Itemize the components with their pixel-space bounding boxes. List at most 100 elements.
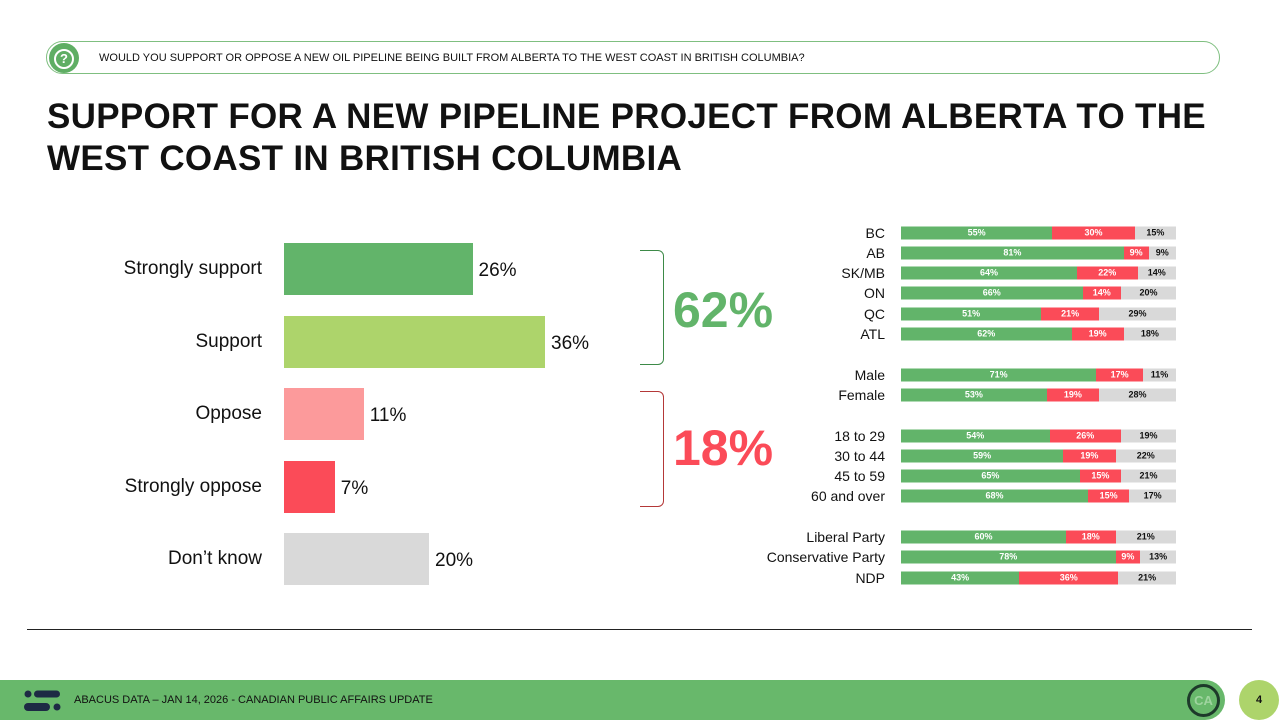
support-segment: 51% [901,307,1042,321]
stacked-bar: 71% 17% 11% [901,368,1176,382]
oppose-segment: 9% [1123,246,1149,260]
oppose-segment: 19% [1063,449,1116,463]
bar [284,533,429,585]
abacus-logo-icon [24,690,61,711]
row-label: QC [864,305,885,322]
row-label: Female [838,386,885,403]
oppose-segment: 15% [1088,489,1130,503]
bar [284,243,473,295]
dont-know-segment: 19% [1121,429,1176,442]
bar [284,388,364,440]
stacked-bar: 51% 21% 29% [901,307,1176,321]
stacked-bar: 62% 19% 18% [901,327,1176,341]
row-label: Liberal Party [806,529,885,545]
oppose-segment: 18% [1066,530,1116,544]
row-label: 45 to 59 [834,468,885,485]
stacked-bar: 59% 19% 22% [901,449,1176,463]
dont-know-segment: 28% [1099,388,1176,402]
dont-know-segment: 11% [1143,368,1176,382]
question-text: WOULD YOU SUPPORT OR OPPOSE A NEW OIL PI… [99,52,805,64]
category-label: Don’t know [168,548,262,569]
row-label: Conservative Party [766,549,885,566]
dont-know-segment: 29% [1099,307,1176,321]
data-label: 7% [340,477,369,499]
support-bracket [640,250,664,365]
support-segment: 81% [901,246,1124,260]
divider [27,629,1252,630]
page-title: SUPPORT FOR A NEW PIPELINE PROJECT FROM … [47,97,1206,178]
support-segment: 53% [901,388,1047,402]
oppose-segment: 30% [1052,226,1135,239]
row-label: Male [854,366,885,383]
category-label: Support [195,330,262,352]
data-label: 36% [551,332,590,354]
dont-know-segment: 9% [1148,246,1176,260]
support-segment: 55% [901,226,1053,239]
support-segment: 78% [901,550,1116,564]
data-label: 11% [369,405,407,426]
category-label: Strongly oppose [124,475,262,497]
oppose-segment: 19% [1046,388,1099,402]
dont-know-segment: 22% [1115,449,1176,463]
dont-know-segment: 21% [1118,571,1176,585]
dont-know-segment: 13% [1140,550,1176,564]
dont-know-segment: 20% [1121,286,1176,300]
question-icon: ? [49,43,79,73]
footer-text: ABACUS DATA – JAN 14, 2026 - CANADIAN PU… [74,694,433,706]
support-segment: 54% [901,429,1050,442]
support-segment: 62% [901,327,1072,341]
oppose-segment: 19% [1071,327,1124,341]
row-label: 30 to 44 [834,447,885,464]
stacked-bar: 81% 9% 9% [901,246,1176,260]
stacked-bar: 78% 9% 13% [901,550,1176,564]
support-segment: 66% [901,286,1083,300]
support-segment: 71% [901,368,1097,382]
stacked-bar: 68% 15% 17% [901,489,1176,503]
stacked-bar: 43% 36% 21% [901,571,1176,585]
oppose-segment: 26% [1049,429,1121,442]
row-label: AB [866,244,885,261]
page-number: 4 [1239,680,1279,720]
support-total: 62% [673,282,774,338]
dont-know-segment: 21% [1115,530,1176,544]
footer: ABACUS DATA – JAN 14, 2026 - CANADIAN PU… [0,680,1225,720]
data-label: 20% [435,550,474,571]
category-label: Oppose [195,403,262,424]
oppose-total: 18% [673,420,774,476]
stacked-bar: 65% 15% 21% [901,469,1176,483]
stacked-bar: 54% 26% 19% [901,429,1176,442]
bar [284,460,335,513]
oppose-segment: 17% [1096,368,1143,382]
support-segment: 43% [901,571,1020,585]
oppose-segment: 14% [1082,286,1121,300]
stacked-bar: 55% 30% 15% [901,226,1176,239]
dont-know-segment: 14% [1137,266,1176,280]
stacked-bar: 66% 14% 20% [901,286,1176,300]
data-label: 26% [478,260,517,281]
stacked-bar: 60% 18% 21% [901,530,1176,544]
oppose-segment: 21% [1041,307,1099,321]
row-label: BC [865,224,885,241]
dont-know-segment: 17% [1129,489,1176,503]
support-segment: 68% [901,489,1088,503]
dont-know-segment: 15% [1134,226,1176,239]
oppose-segment: 22% [1077,266,1138,280]
ca-badge: CA [1187,684,1220,717]
row-label: ATL [860,326,885,342]
stacked-bar: 64% 22% 14% [901,266,1176,280]
row-label: 18 to 29 [834,427,885,444]
support-segment: 60% [901,530,1066,544]
bar [284,315,545,368]
row-label: 60 and over [811,488,885,505]
oppose-segment: 9% [1115,550,1141,564]
oppose-segment: 36% [1019,571,1119,585]
support-segment: 59% [901,449,1064,463]
row-label: ON [864,285,885,302]
row-label: SK/MB [841,265,885,282]
stacked-bar: 53% 19% 28% [901,388,1176,402]
oppose-bracket [640,391,664,507]
dont-know-segment: 21% [1121,469,1176,483]
dont-know-segment: 18% [1123,327,1176,341]
question-banner: ? WOULD YOU SUPPORT OR OPPOSE A NEW OIL … [46,41,1220,74]
category-label: Strongly support [123,258,262,279]
